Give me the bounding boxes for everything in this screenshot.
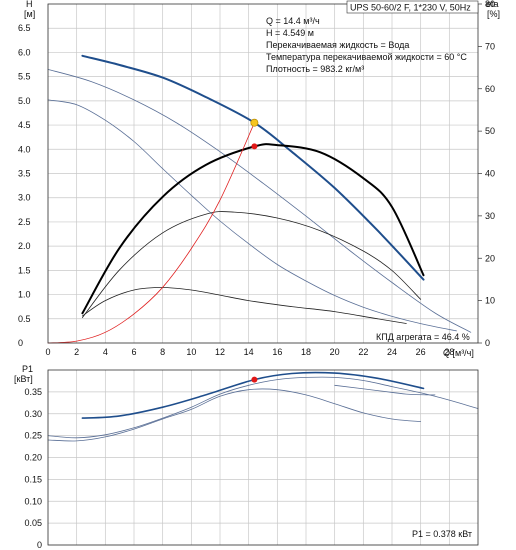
x-tick-label: 0 bbox=[45, 347, 50, 357]
top-y2ticks: 0 10 20 30 40 50 60 70 80 bbox=[478, 0, 495, 348]
x-tick-label: 24 bbox=[387, 347, 397, 357]
x-tick-label: 14 bbox=[244, 347, 254, 357]
x-axis-label: Q [м³/ч] bbox=[443, 348, 474, 358]
p1-speed2-line bbox=[47, 376, 479, 439]
title-box bbox=[346, 0, 479, 14]
x-tick-label: 2 bbox=[74, 347, 79, 357]
y-tick-label: 1.0 bbox=[18, 290, 31, 300]
y-tick-label: 2.0 bbox=[18, 241, 31, 251]
top-plot-frame bbox=[47, 3, 479, 344]
top-panel: 0 0.5 1.0 1.5 2.0 2.5 3.0 3.5 4.0 4.5 5.0 5.5 6.0 6.5… bbox=[18, 0, 500, 358]
x-tick-label: 26 bbox=[416, 347, 426, 357]
power-point-marker bbox=[251, 376, 258, 383]
y-tick-label: 2.5 bbox=[18, 217, 31, 227]
x-tick-label: 28 bbox=[444, 347, 454, 357]
top-grid bbox=[47, 4, 478, 344]
bottom-plot-frame bbox=[47, 369, 479, 546]
x-tick-label: 8 bbox=[160, 347, 165, 357]
y-tick-label: 3.5 bbox=[18, 169, 31, 179]
y2-tick-label: 30 bbox=[485, 211, 495, 221]
x-tick-label: 6 bbox=[131, 347, 136, 357]
y2-axis-unit: [%] bbox=[487, 9, 500, 19]
p1-tick-label: 0.25 bbox=[24, 431, 42, 441]
p1-axis-symbol: P1 bbox=[22, 364, 33, 374]
y-tick-label: 1.5 bbox=[18, 265, 31, 275]
y-axis-unit: [м] bbox=[24, 9, 35, 19]
efficiency-annotation: КПД агрегата = 46.4 % bbox=[376, 332, 470, 342]
y-tick-label: 4.0 bbox=[18, 144, 31, 154]
power-annotation: P1 = 0.378 кВт bbox=[412, 529, 472, 539]
y2-tick-label: 10 bbox=[485, 296, 495, 306]
p1-tick-label: 0.20 bbox=[24, 453, 42, 463]
info-temperature: Температура перекачиваемой жидкости = 60… bbox=[266, 52, 467, 62]
bottom-grid bbox=[47, 370, 478, 546]
system-curve-line bbox=[47, 122, 255, 344]
top-yticks: 0 0.5 1.0 1.5 2.0 2.5 3.0 3.5 4.0 4.5 5.0 5.5 6.0 6.5 bbox=[18, 23, 31, 348]
eta-speed2-line bbox=[82, 211, 422, 318]
pump-curve-speed2-line bbox=[47, 69, 472, 333]
y-tick-label: 5.5 bbox=[18, 72, 31, 82]
top-xticks: 0 2 4 6 8 10 12 14 16 18 20 22 24 26 28 bbox=[45, 347, 454, 357]
p1-tick-label: 0.05 bbox=[24, 518, 42, 528]
bottom-panel: 0 0.05 0.10 0.15 0.20 0.25 0.30 0.35 P1 [кВт] P… bbox=[14, 364, 479, 550]
bottom-series bbox=[47, 371, 479, 442]
bottom-yticks: 0 0.05 0.10 0.15 0.20 0.25 0.30 0.35 bbox=[24, 387, 42, 550]
y2-tick-label: 40 bbox=[485, 169, 495, 179]
efficiency-point-marker bbox=[251, 143, 258, 150]
x-tick-label: 10 bbox=[186, 347, 196, 357]
y2-tick-label: 80 bbox=[485, 0, 495, 9]
info-block: Q = 14.4 м³/ч H = 4.549 м Перекачиваемая… bbox=[266, 16, 467, 74]
p1-axis-unit: [кВт] bbox=[14, 374, 33, 384]
p1-tick-label: 0.30 bbox=[24, 409, 42, 419]
x-tick-label: 12 bbox=[215, 347, 225, 357]
chart-title: UPS 50-60/2 F, 1*230 V, 50Hz bbox=[350, 3, 471, 13]
y-axis-symbol: H bbox=[26, 0, 33, 9]
eta-speed1-line bbox=[82, 287, 407, 324]
y-tick-label: 4.5 bbox=[18, 120, 31, 130]
y-tick-label: 6.5 bbox=[18, 23, 31, 33]
y2-tick-label: 70 bbox=[485, 41, 495, 51]
p1-tick-label: 0.15 bbox=[24, 474, 42, 484]
y-tick-label: 6.0 bbox=[18, 47, 31, 57]
x-tick-label: 18 bbox=[301, 347, 311, 357]
y-tick-label: 3.0 bbox=[18, 193, 31, 203]
x-tick-label: 20 bbox=[330, 347, 340, 357]
y-tick-label: 0.5 bbox=[18, 314, 31, 324]
x-tick-label: 4 bbox=[103, 347, 108, 357]
y2-axis-symbol: eta bbox=[486, 0, 499, 9]
p1-extra-line bbox=[334, 384, 436, 396]
p1-speed1-line bbox=[47, 388, 422, 442]
y2-tick-label: 50 bbox=[485, 126, 495, 136]
y2-tick-label: 0 bbox=[485, 338, 490, 348]
p1-tick-label: 0 bbox=[37, 540, 42, 550]
y-tick-label: 0 bbox=[18, 338, 23, 348]
info-liquid: Перекачиваемая жидкость = Вода bbox=[266, 40, 409, 50]
info-head: H = 4.549 м bbox=[266, 28, 314, 38]
y2-tick-label: 60 bbox=[485, 84, 495, 94]
p1-tick-label: 0.10 bbox=[24, 496, 42, 506]
y-tick-label: 5.0 bbox=[18, 96, 31, 106]
pump-curve-speed1-line bbox=[47, 99, 457, 332]
info-density: Плотность = 983.2 кг/м³ bbox=[266, 64, 364, 74]
top-series bbox=[47, 54, 472, 344]
duty-point-marker bbox=[250, 118, 259, 127]
eta-speed3-line bbox=[81, 143, 425, 315]
x-tick-label: 16 bbox=[272, 347, 282, 357]
info-flow: Q = 14.4 м³/ч bbox=[266, 16, 320, 26]
y2-tick-label: 20 bbox=[485, 253, 495, 263]
x-tick-label: 22 bbox=[358, 347, 368, 357]
p1-tick-label: 0.35 bbox=[24, 387, 42, 397]
